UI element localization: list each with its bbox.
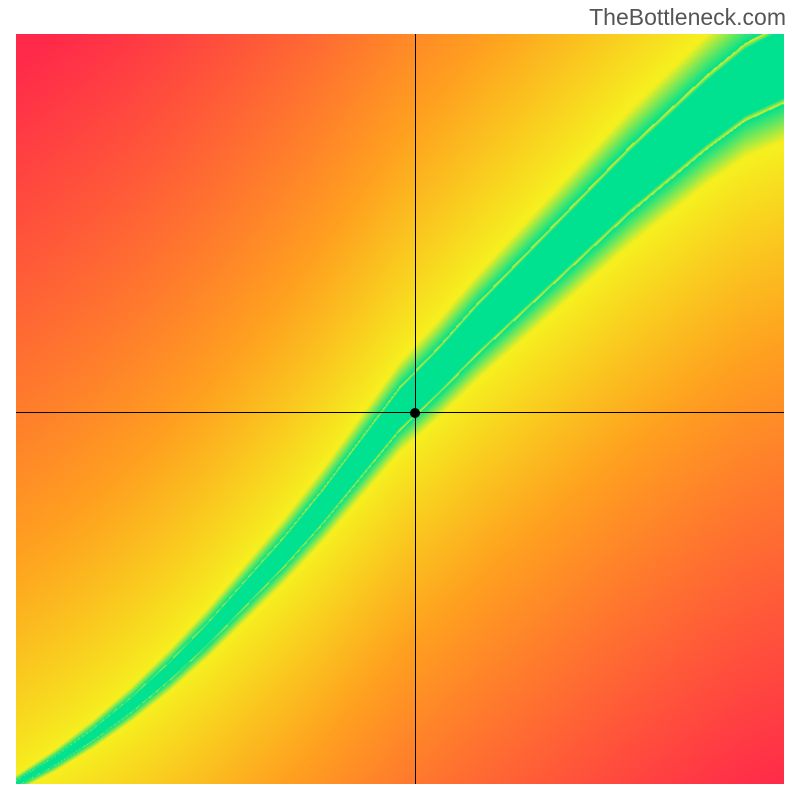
plot-area bbox=[16, 34, 784, 784]
chart-container: TheBottleneck.com bbox=[0, 0, 800, 800]
watermark-text: TheBottleneck.com bbox=[589, 4, 786, 31]
crosshair-marker bbox=[410, 408, 420, 418]
heatmap-canvas bbox=[16, 34, 784, 784]
crosshair-horizontal bbox=[16, 412, 784, 413]
